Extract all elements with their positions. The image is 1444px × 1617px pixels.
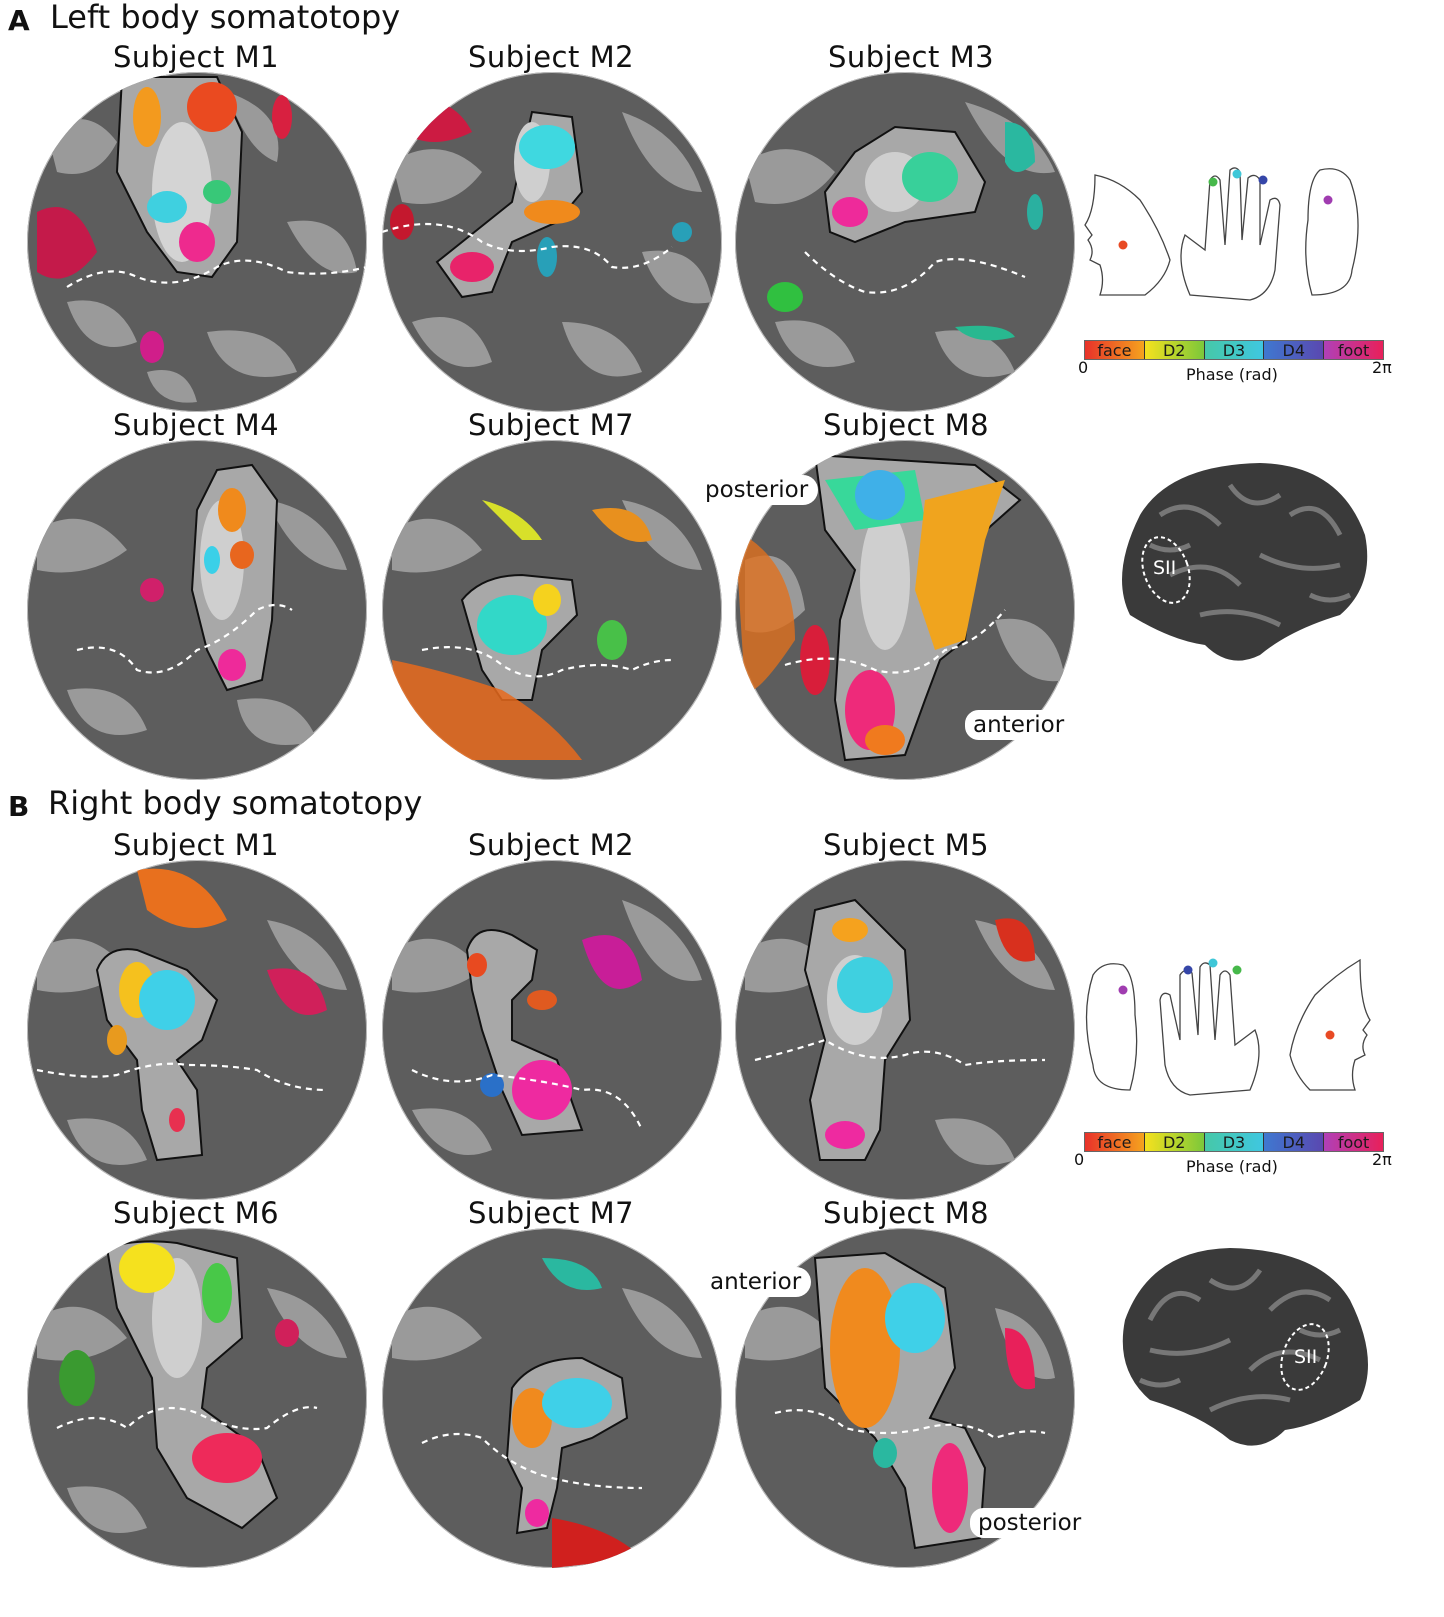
colorbar-segment: D2 — [1162, 341, 1186, 360]
colorbar-segment: face — [1097, 1133, 1132, 1152]
subject-title: Subject M2 — [467, 828, 635, 862]
d4-dot — [1258, 175, 1268, 185]
colorbar-min: 0 — [1074, 1150, 1085, 1169]
colorbar-segment: D2 — [1162, 1133, 1186, 1152]
subject-title: Subject M1 — [112, 828, 280, 862]
direction-label-anterior: anterior — [702, 1267, 812, 1297]
panel-a-title: Left body somatotopy — [50, 0, 401, 36]
brain-lateral-view — [1110, 455, 1380, 679]
direction-label-posterior: posterior — [697, 475, 819, 505]
face-dot — [1118, 240, 1128, 250]
phase-colorbar: face D2 D3 D4 foot — [1084, 340, 1384, 360]
d3-dot — [1232, 169, 1242, 179]
subject-title: Subject M7 — [467, 1196, 635, 1230]
cortex-flatmap — [382, 1228, 722, 1568]
colorbar-axis-label: Phase (rad) — [1186, 1157, 1278, 1176]
body-diagram — [1085, 958, 1371, 1096]
cortex-flatmap — [27, 860, 367, 1200]
face-dot — [1325, 1030, 1335, 1040]
colorbar-segment: D4 — [1282, 341, 1306, 360]
subject-title: Subject M1 — [112, 40, 280, 74]
panel-a-letter: A — [8, 4, 30, 37]
subject-title: Subject M2 — [467, 40, 635, 74]
cortex-flatmap — [27, 72, 367, 412]
panel-b-letter: B — [8, 790, 30, 823]
colorbar-segment: face — [1097, 341, 1132, 360]
brain-lateral-view — [1110, 1240, 1380, 1469]
cortex-flatmap — [382, 440, 722, 780]
subject-title: Subject M3 — [827, 40, 995, 74]
colorbar-segment: foot — [1337, 341, 1370, 360]
cortex-flatmap — [735, 72, 1075, 412]
colorbar-max: 2π — [1372, 358, 1392, 377]
subject-title: Subject M5 — [822, 828, 990, 862]
sii-label: SII — [1294, 1346, 1318, 1368]
cortex-flatmap — [27, 1228, 367, 1568]
direction-label-anterior: anterior — [965, 710, 1075, 740]
colorbar-max: 2π — [1372, 1150, 1392, 1169]
d2-dot — [1232, 965, 1242, 975]
subject-title: Subject M6 — [112, 1196, 280, 1230]
sii-label: SII — [1153, 557, 1177, 579]
subject-title: Subject M4 — [112, 408, 280, 442]
panel-b-title: Right body somatotopy — [48, 784, 423, 822]
subject-title: Subject M7 — [467, 408, 635, 442]
cortex-flatmap — [382, 72, 722, 412]
direction-label-posterior: posterior — [970, 1508, 1092, 1538]
body-diagram — [1084, 167, 1359, 301]
colorbar-segment: foot — [1337, 1133, 1370, 1152]
colorbar-segment: D4 — [1282, 1133, 1306, 1152]
cortex-flatmap — [27, 440, 367, 780]
foot-dot — [1118, 985, 1128, 995]
d2-dot — [1208, 177, 1218, 187]
cortex-flatmap — [735, 860, 1075, 1200]
subject-title: Subject M8 — [822, 408, 990, 442]
colorbar-min: 0 — [1078, 358, 1089, 377]
foot-dot — [1323, 195, 1333, 205]
cortex-flatmap — [382, 860, 722, 1200]
subject-title: Subject M8 — [822, 1196, 990, 1230]
phase-colorbar: face D2 D3 D4 foot — [1084, 1132, 1384, 1152]
colorbar-segment: D3 — [1222, 341, 1246, 360]
colorbar-segment: D3 — [1222, 1133, 1246, 1152]
d3-dot — [1208, 958, 1218, 968]
d4-dot — [1183, 965, 1193, 975]
colorbar-axis-label: Phase (rad) — [1186, 365, 1278, 384]
